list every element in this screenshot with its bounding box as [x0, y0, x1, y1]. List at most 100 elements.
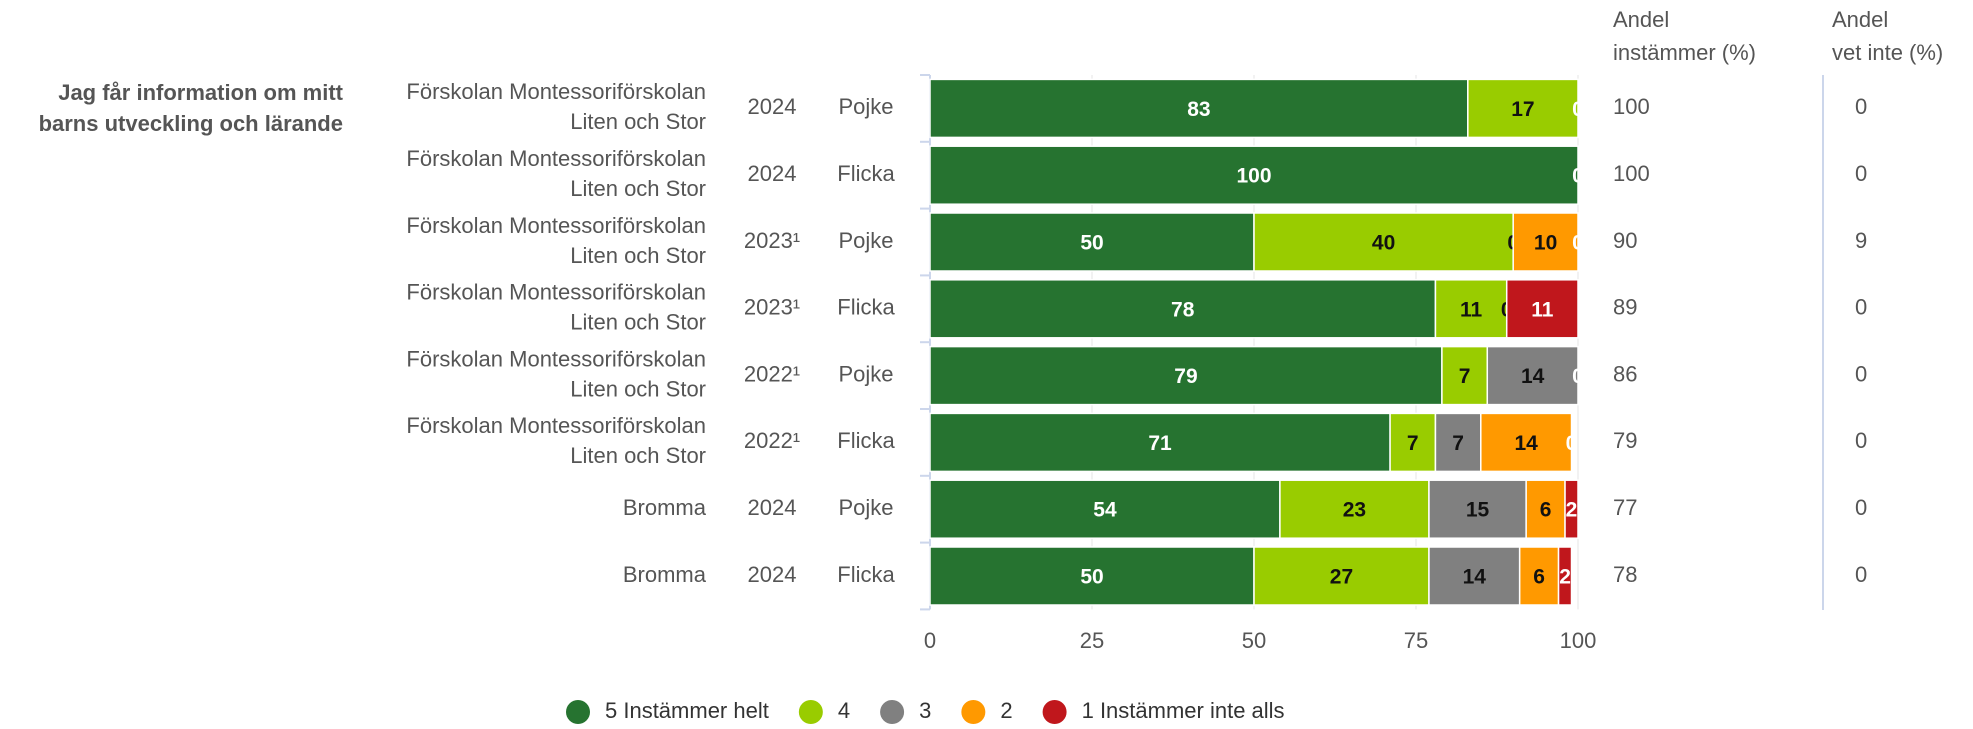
segment-label: 2: [1559, 566, 1571, 589]
segment-label: 7: [1452, 432, 1464, 455]
segment-label: 6: [1533, 566, 1545, 589]
unit-label: Förskolan Montessoriförskolan: [406, 146, 706, 171]
column-value: 0: [1855, 94, 1867, 119]
x-tick-label: 0: [924, 628, 936, 653]
unit-label: Liten och Stor: [570, 243, 706, 268]
column-value: 100: [1613, 161, 1650, 186]
segment-label: 14: [1514, 432, 1538, 455]
column-header: instämmer (%): [1613, 40, 1756, 65]
bar-segment: [1253, 546, 1430, 606]
segment-label: 40: [1372, 232, 1395, 255]
bar-segment: [1434, 279, 1508, 339]
segment-label: 23: [1343, 499, 1366, 522]
segment-label: 78: [1171, 298, 1195, 321]
segment-label: 54: [1093, 499, 1117, 522]
column-value: 0: [1855, 562, 1867, 587]
segment-label: 2: [1566, 499, 1578, 522]
legend-marker: [566, 700, 590, 724]
column-value: 89: [1613, 295, 1637, 320]
segment-label: 79: [1174, 365, 1197, 388]
segment-label: 0: [1572, 365, 1584, 388]
segment-label: 50: [1080, 566, 1103, 589]
question-label: barns utveckling och lärande: [39, 111, 343, 136]
segment-label: 27: [1330, 566, 1353, 589]
bar-segment: [1480, 412, 1573, 473]
segment-label: 10: [1534, 232, 1557, 255]
unit-label: Liten och Stor: [570, 176, 706, 201]
legend-marker: [798, 700, 823, 724]
legend-label: 1 Instämmer inte alls: [1082, 698, 1285, 723]
unit-label: Liten och Stor: [570, 376, 706, 401]
column-header: vet inte (%): [1832, 40, 1943, 65]
column-header: Andel: [1832, 7, 1888, 32]
bar-segment: [929, 345, 1443, 406]
legend-marker: [1042, 700, 1067, 724]
unit-label: Förskolan Montessoriförskolan: [406, 346, 706, 371]
segment-label: 71: [1148, 432, 1172, 455]
bar-segment: [1512, 212, 1579, 272]
bar-segment: [1525, 479, 1566, 539]
column-value: 90: [1613, 228, 1637, 253]
bar-segment: [1557, 546, 1573, 606]
year-label: 2022¹: [744, 361, 800, 386]
year-label: 2023¹: [744, 295, 800, 320]
bar-segment: [1564, 479, 1579, 539]
segment-label: 14: [1463, 566, 1487, 589]
segment-label: 7: [1459, 365, 1471, 388]
bar-segment: [1428, 479, 1527, 539]
year-label: 2024: [748, 495, 797, 520]
segment-label: 14: [1521, 365, 1545, 388]
bar-segment: [929, 78, 1469, 139]
segment-label: 50: [1080, 232, 1103, 255]
segment-label: 0: [1572, 165, 1584, 188]
bar-segment: [1441, 345, 1489, 406]
column-value: 0: [1855, 361, 1867, 386]
year-label: 2022¹: [744, 428, 800, 453]
year-label: 2024: [748, 562, 797, 587]
unit-label: Liten och Stor: [570, 310, 706, 335]
bar-segment: [929, 479, 1281, 539]
bar-segment: [1428, 546, 1521, 606]
gender-label: Pojke: [838, 94, 893, 119]
column-value: 0: [1855, 161, 1867, 186]
legend-marker: [880, 700, 905, 724]
gender-label: Pojke: [838, 228, 893, 253]
unit-label: Förskolan Montessoriförskolan: [406, 280, 706, 305]
segment-label: 6: [1540, 499, 1552, 522]
bar-segment: [1486, 345, 1579, 406]
bar-segment: [1518, 546, 1560, 606]
year-label: 2024: [748, 161, 797, 186]
unit-label: Liten och Stor: [570, 443, 706, 468]
bar-segment: [1253, 212, 1514, 272]
unit-label: Förskolan Montessoriförskolan: [406, 213, 706, 238]
segment-label: 0: [1572, 232, 1584, 255]
legend-label: 3: [919, 698, 931, 723]
bar-segment: [929, 145, 1579, 205]
bar-segment: [929, 412, 1391, 473]
segment-label: 83: [1187, 98, 1210, 121]
x-tick-label: 50: [1242, 628, 1266, 653]
gender-label: Flicka: [837, 428, 895, 453]
column-header: Andel: [1613, 7, 1669, 32]
bar-segment: [1467, 78, 1579, 139]
segment-label: 17: [1511, 98, 1534, 121]
bar-segment: [1389, 412, 1437, 473]
unit-label: Förskolan Montessoriförskolan: [406, 413, 706, 438]
bar-segment: [929, 546, 1255, 606]
column-value: 0: [1855, 295, 1867, 320]
year-label: 2024: [748, 94, 797, 119]
legend-label: 4: [838, 698, 850, 723]
gender-label: Flicka: [837, 295, 895, 320]
column-value: 77: [1613, 495, 1637, 520]
column-value: 0: [1855, 428, 1867, 453]
x-tick-label: 75: [1404, 628, 1428, 653]
bar-segment: [1279, 479, 1430, 539]
x-tick-label: 100: [1560, 628, 1597, 653]
bar-segment: [1434, 412, 1482, 473]
question-label: Jag får information om mitt: [58, 80, 343, 105]
column-value: 78: [1613, 562, 1637, 587]
segment-label: 15: [1466, 499, 1490, 522]
legend-label: 2: [1000, 698, 1012, 723]
legend-label: 5 Instämmer helt: [605, 698, 769, 723]
